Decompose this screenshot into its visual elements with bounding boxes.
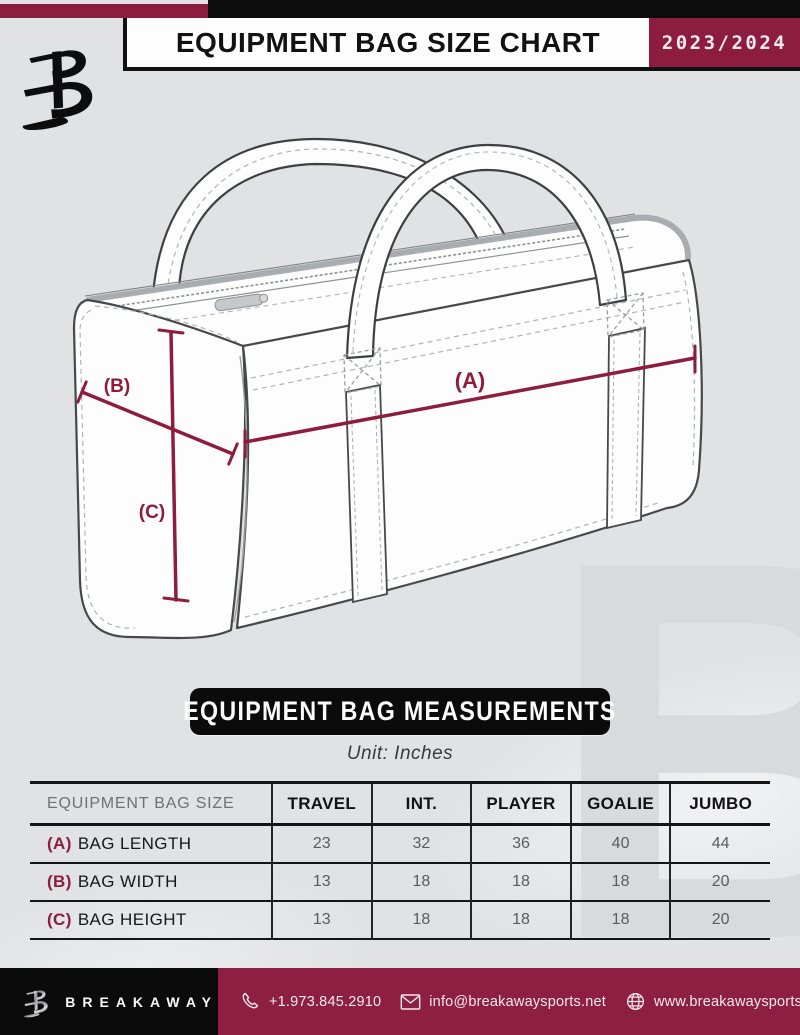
measurements-banner: EQUIPMENT BAG MEASUREMENTS xyxy=(183,688,615,735)
bag-end-panel xyxy=(72,298,247,640)
mail-icon xyxy=(400,993,421,1010)
season-badge: 2023/2024 xyxy=(649,18,800,67)
col-header-goalie: GOALIE xyxy=(569,782,671,825)
row-label: BAG WIDTH xyxy=(77,871,178,891)
col-header-jumbo: JUMBO xyxy=(669,782,770,825)
x-stitch-left xyxy=(343,347,382,394)
value-cell: 18 xyxy=(470,900,571,939)
value-cell: 20 xyxy=(669,862,770,901)
value-cell: 13 xyxy=(271,900,372,939)
value-cell: 40 xyxy=(569,824,671,863)
email-address: info@breakawaysports.net xyxy=(429,993,606,1010)
col-header-travel: TRAVEL xyxy=(271,782,372,825)
equipment-bag-diagram: (A) (B) (C) xyxy=(72,137,703,640)
unit-label: Unit: Inches xyxy=(346,743,454,764)
bag-right-strap xyxy=(606,326,646,530)
row-label-cell: (B) BAG WIDTH xyxy=(30,863,272,901)
footer-contacts: +1.973.845.2910 info@breakawaysports.net xyxy=(240,968,800,1035)
value-cell: 18 xyxy=(470,862,571,901)
table-row-bag-width: (B) BAG WIDTH 13 18 18 18 20 xyxy=(30,862,770,901)
value-cell: 18 xyxy=(569,900,671,939)
x-stitch-right xyxy=(606,292,645,338)
row-label-cell: (A) BAG LENGTH xyxy=(30,825,272,863)
row-label: BAG LENGTH xyxy=(77,833,192,853)
phone-number: +1.973.845.2910 xyxy=(269,993,382,1010)
value-cell: 18 xyxy=(370,862,472,901)
footer-website: www.breakawaysports.net xyxy=(625,991,800,1012)
zipper-pull xyxy=(214,293,269,312)
dimension-label-a: (A) xyxy=(455,368,486,393)
col-header-int: INT. xyxy=(370,782,472,825)
measurements-banner-title: EQUIPMENT BAG MEASUREMENTS xyxy=(183,696,617,726)
row-prefix: (B) xyxy=(47,871,72,891)
value-cell: 44 xyxy=(669,824,770,863)
footer-brand-block: BREAKAWAY xyxy=(0,968,218,1035)
table-row-bag-length: (A) BAG LENGTH 23 32 36 40 44 xyxy=(30,824,770,863)
value-cell: 20 xyxy=(669,900,770,939)
dimension-label-b: (B) xyxy=(104,376,130,397)
col-header-bag-size: EQUIPMENT BAG SIZE xyxy=(47,794,235,812)
footer: BREAKAWAY +1.973.845.2910 info@breakaway… xyxy=(0,968,800,1035)
header-maroon-strip xyxy=(0,4,208,18)
dimension-label-c: (C) xyxy=(139,502,165,523)
footer-phone: +1.973.845.2910 xyxy=(240,991,381,1012)
row-prefix: (A) xyxy=(47,833,72,853)
website-url: www.breakawaysports.net xyxy=(653,993,800,1010)
table-row-bag-height: (C) BAG HEIGHT 13 18 18 18 20 xyxy=(30,900,770,939)
phone-icon xyxy=(242,992,259,1009)
dimension-lines xyxy=(76,328,697,603)
globe-icon xyxy=(626,993,644,1010)
col-header-player: PLAYER xyxy=(470,782,571,825)
value-cell: 13 xyxy=(271,862,372,901)
value-cell: 18 xyxy=(370,900,472,939)
header-black-strip xyxy=(208,0,800,18)
row-prefix: (C) xyxy=(47,909,72,929)
page-title: EQUIPMENT BAG SIZE CHART xyxy=(175,26,601,58)
value-cell: 18 xyxy=(569,862,671,901)
row-label: BAG HEIGHT xyxy=(77,909,187,929)
breakaway-b-logo-icon xyxy=(22,50,93,131)
value-cell: 32 xyxy=(370,824,472,863)
value-cell: 36 xyxy=(470,824,571,863)
row-label-cell: (C) BAG HEIGHT xyxy=(30,901,272,939)
value-cell: 23 xyxy=(271,824,372,863)
bag-front-handle xyxy=(345,143,628,360)
table-header-row: EQUIPMENT BAG SIZE TRAVEL INT. PLAYER GO… xyxy=(30,782,770,825)
header-title-band: EQUIPMENT BAG SIZE CHART 2023/2024 xyxy=(123,18,800,71)
breakaway-b-logo-icon xyxy=(24,990,48,1018)
footer-email: info@breakawaysports.net xyxy=(400,993,606,1011)
size-table: EQUIPMENT BAG SIZE TRAVEL INT. PLAYER GO… xyxy=(30,781,770,940)
footer-brand: BREAKAWAY xyxy=(65,993,218,1010)
